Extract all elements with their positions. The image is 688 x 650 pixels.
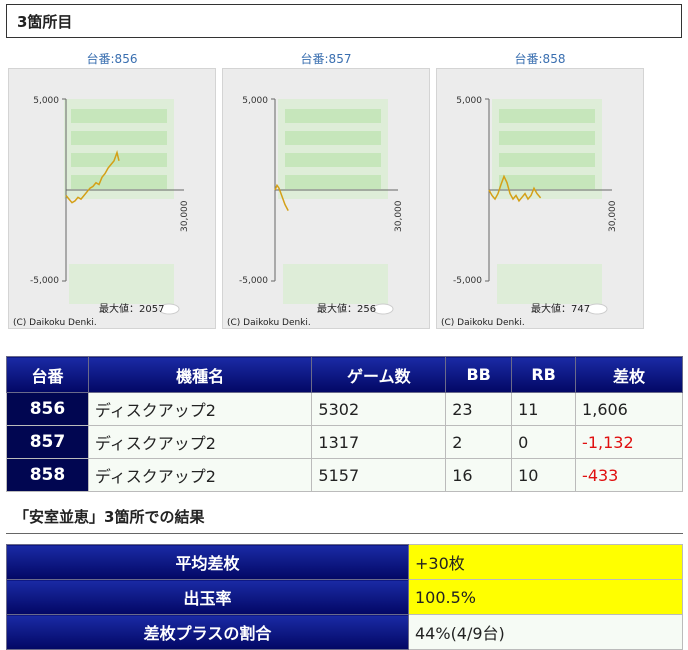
bb-cell: 2	[445, 425, 513, 459]
slump-graph-858: 台番:858 5,000 -5,000 30,000 最大値：747 (C) D…	[436, 50, 644, 329]
bb-cell: 16	[445, 458, 513, 492]
summary-row-payout-rate: 出玉率 100.5%	[6, 579, 683, 615]
col-header-rb: RB	[511, 356, 577, 393]
y-min-label: -5,000	[30, 276, 59, 286]
bb-cell: 23	[445, 392, 513, 426]
slump-graph-856: 台番:856 5,000 -5,000 30,000 最大値：2057 (C) …	[8, 50, 216, 329]
diff-cell: -433	[575, 458, 683, 492]
divider	[6, 533, 683, 534]
model-name-cell: ディスクアップ2	[87, 458, 313, 492]
graph-panel: 5,000 -5,000 30,000 最大値：256 (C) Daikoku …	[222, 68, 430, 329]
y-max-label: 5,000	[33, 96, 59, 106]
y-min-label: -5,000	[239, 276, 268, 286]
summary-row-average-diff: 平均差枚 +30枚	[6, 544, 683, 580]
y-max-label: 5,000	[456, 96, 482, 106]
x-max-label: 30,000	[608, 200, 618, 232]
model-name-cell: ディスクアップ2	[87, 425, 313, 459]
col-header-model-name: 機種名	[87, 356, 313, 393]
game-count-cell: 1317	[311, 425, 447, 459]
copyright-text: (C) Daikoku Denki.	[13, 318, 97, 328]
col-header-machine-no: 台番	[6, 356, 89, 393]
x-max-label: 30,000	[394, 200, 404, 232]
summary-value: 44%(4/9台)	[408, 614, 683, 650]
result-title: 「安室並恵」3箇所での結果	[14, 508, 205, 526]
copyright-text: (C) Daikoku Denki.	[227, 318, 311, 328]
diff-cell: 1,606	[575, 392, 683, 426]
model-name-cell: ディスクアップ2	[87, 392, 313, 426]
graph-panel: 5,000 -5,000 30,000 最大値：2057 (C) Daikoku…	[8, 68, 216, 329]
summary-value: +30枚	[408, 544, 683, 580]
slump-graph-857: 台番:857 5,000 -5,000 30,000 最大値：256 (C) D…	[222, 50, 430, 329]
col-header-game-count: ゲーム数	[311, 356, 447, 393]
graph-svg: 5,000 -5,000 30,000 最大値：2057 (C) Daikoku…	[13, 96, 190, 328]
summary-row-plus-ratio: 差枚プラスの割合 44%(4/9台)	[6, 614, 683, 650]
rb-cell: 0	[511, 425, 577, 459]
game-count-cell: 5302	[311, 392, 447, 426]
col-header-diff: 差枚	[575, 356, 683, 393]
graph-panel: 5,000 -5,000 30,000 最大値：747 (C) Daikoku …	[436, 68, 644, 329]
summary-label: 平均差枚	[6, 544, 409, 580]
graph-svg: 5,000 -5,000 30,000 最大値：256 (C) Daikoku …	[227, 96, 404, 328]
graph-svg: 5,000 -5,000 30,000 最大値：747 (C) Daikoku …	[441, 96, 618, 328]
slump-line	[65, 150, 120, 204]
machine-no-cell: 857	[6, 425, 89, 459]
y-min-label: -5,000	[453, 276, 482, 286]
table-header-row: 台番 機種名 ゲーム数 BB RB 差枚	[6, 356, 683, 393]
copyright-text: (C) Daikoku Denki.	[441, 318, 525, 328]
game-count-cell: 5157	[311, 458, 447, 492]
col-header-bb: BB	[445, 356, 513, 393]
max-value-text: 最大値：256	[317, 302, 376, 315]
max-value-text: 最大値：747	[531, 302, 590, 315]
machine-no-cell: 856	[6, 392, 89, 426]
table-row: 857 ディスクアップ2 1317 2 0 -1,132	[6, 425, 683, 459]
rb-cell: 11	[511, 392, 577, 426]
table-row: 858 ディスクアップ2 5157 16 10 -433	[6, 458, 683, 492]
summary-label: 出玉率	[6, 579, 409, 615]
summary-value: 100.5%	[408, 579, 683, 615]
summary-table: 平均差枚 +30枚 出玉率 100.5% 差枚プラスの割合 44%(4/9台)	[6, 544, 683, 650]
machine-no-cell: 858	[6, 458, 89, 492]
diff-cell: -1,132	[575, 425, 683, 459]
summary-label: 差枚プラスの割合	[6, 614, 409, 650]
rb-cell: 10	[511, 458, 577, 492]
slump-line	[488, 174, 542, 203]
machine-table: 台番 機種名 ゲーム数 BB RB 差枚 856 ディスクアップ2 5302 2…	[6, 356, 683, 492]
section-title: 3箇所目	[6, 4, 682, 38]
x-max-label: 30,000	[180, 200, 190, 232]
max-value-text: 最大値：2057	[99, 302, 164, 315]
graph-label[interactable]: 台番:857	[300, 52, 352, 66]
slump-line	[274, 183, 289, 211]
table-row: 856 ディスクアップ2 5302 23 11 1,606	[6, 392, 683, 426]
graph-label[interactable]: 台番:858	[514, 52, 566, 66]
graph-label[interactable]: 台番:856	[86, 52, 138, 66]
y-max-label: 5,000	[242, 96, 268, 106]
